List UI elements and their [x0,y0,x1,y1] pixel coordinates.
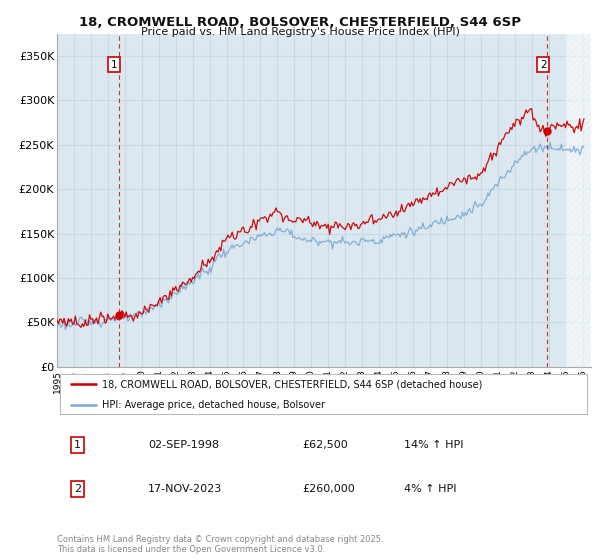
Text: 18, CROMWELL ROAD, BOLSOVER, CHESTERFIELD, S44 6SP (detached house): 18, CROMWELL ROAD, BOLSOVER, CHESTERFIEL… [103,379,483,389]
Bar [566,34,591,367]
Text: 17-NOV-2023: 17-NOV-2023 [148,484,222,494]
Text: Contains HM Land Registry data © Crown copyright and database right 2025.
This d: Contains HM Land Registry data © Crown c… [57,535,383,554]
Text: 1: 1 [74,440,81,450]
Text: HPI: Average price, detached house, Bolsover: HPI: Average price, detached house, Bols… [103,400,325,409]
Text: 02-SEP-1998: 02-SEP-1998 [148,440,219,450]
FancyBboxPatch shape [59,374,587,414]
Text: 2: 2 [74,484,81,494]
Text: 14% ↑ HPI: 14% ↑ HPI [404,440,464,450]
Text: £260,000: £260,000 [302,484,355,494]
Text: 2: 2 [540,60,547,69]
Text: 18, CROMWELL ROAD, BOLSOVER, CHESTERFIELD, S44 6SP: 18, CROMWELL ROAD, BOLSOVER, CHESTERFIEL… [79,16,521,29]
Text: £62,500: £62,500 [302,440,349,450]
Text: 1: 1 [111,60,118,69]
Text: Price paid vs. HM Land Registry's House Price Index (HPI): Price paid vs. HM Land Registry's House … [140,27,460,37]
Text: 4% ↑ HPI: 4% ↑ HPI [404,484,457,494]
